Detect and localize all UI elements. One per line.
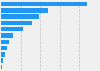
Bar [1, 21, 32, 25]
Bar [1, 46, 7, 50]
Bar [1, 52, 5, 57]
Bar [1, 27, 22, 31]
Bar [1, 33, 13, 38]
Bar [1, 65, 2, 69]
Bar [1, 40, 9, 44]
Bar [1, 8, 48, 13]
Bar [1, 2, 87, 6]
Bar [1, 58, 3, 63]
Bar [1, 14, 39, 19]
